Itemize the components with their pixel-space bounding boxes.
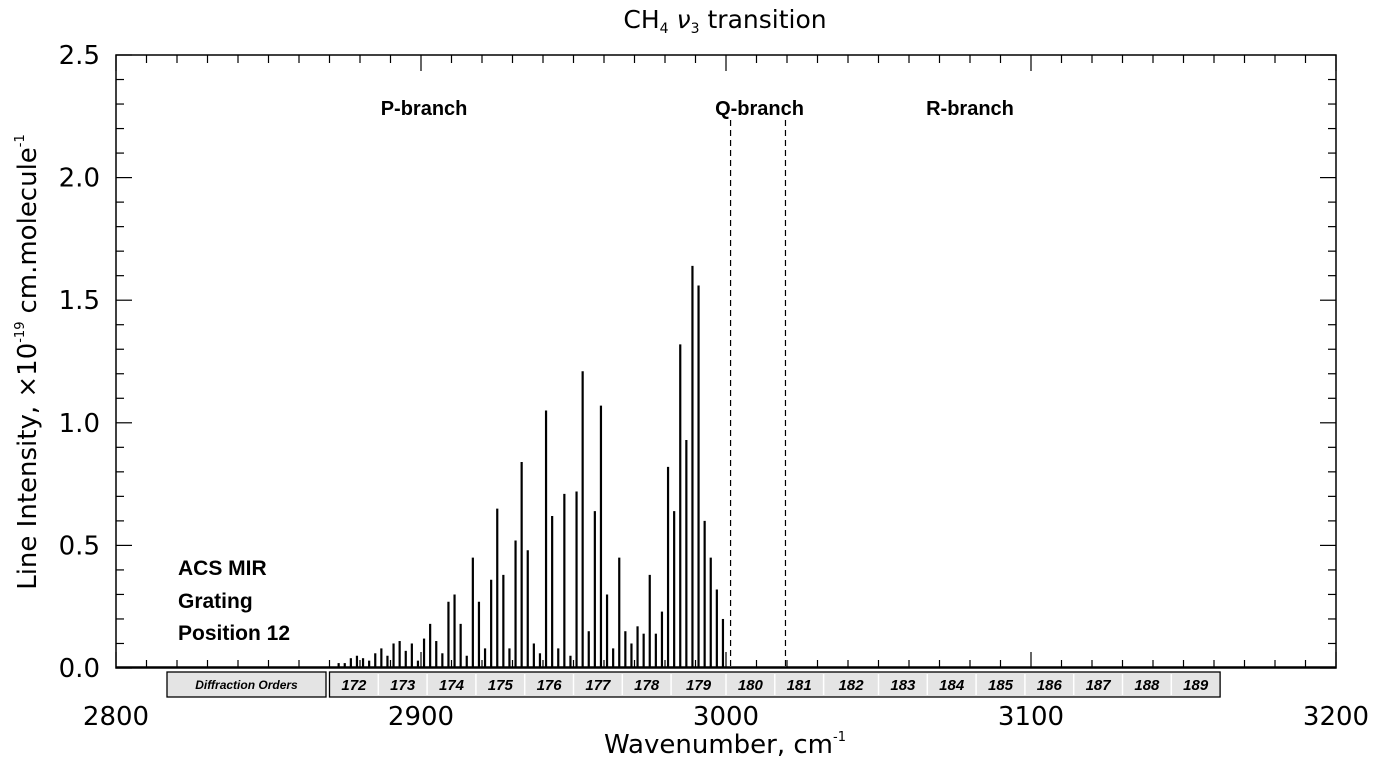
diffraction-order-label: 184 — [939, 677, 965, 694]
title-species: CH — [623, 5, 659, 34]
q-branch-boundaries — [729, 120, 787, 668]
diffraction-orders-strip: Diffraction Orders 172 173 174 175 176 177 178… — [166, 671, 1221, 698]
x-tick-label: 3000 — [693, 702, 759, 732]
x-tick-label: 2800 — [83, 702, 149, 732]
title-nu-subscript: 3 — [691, 21, 700, 37]
annotation-line-1: ACS MIR — [178, 557, 267, 580]
x-tick-label: 3100 — [998, 702, 1064, 732]
x-axis-label-exponent: -1 — [833, 730, 846, 745]
branch-label: R-branch — [926, 98, 1014, 120]
y-tick-label: 1.0 — [59, 409, 100, 439]
x-axis-label-main: Wavenumber, cm — [604, 730, 833, 760]
y-axis-label-main: Line Intensity, ×10 — [13, 343, 43, 590]
diffraction-order-label: 188 — [1134, 677, 1160, 694]
diffraction-order-label: 177 — [585, 677, 611, 694]
plot-frame — [115, 54, 1337, 669]
branch-label: Q-branch — [715, 98, 804, 120]
diffraction-order-label: 176 — [537, 677, 563, 694]
spectral-lines — [116, 265, 1336, 668]
y-tick-label: 1.5 — [59, 286, 100, 316]
title-rest: transition — [707, 5, 826, 34]
diffraction-order-label: 175 — [488, 677, 514, 694]
x-tick-label: 3200 — [1303, 702, 1369, 732]
diffraction-order-label: 182 — [839, 677, 865, 694]
diffraction-orders-label-box — [166, 671, 327, 698]
diffraction-order-label: 174 — [439, 677, 465, 694]
diffraction-order-label: 185 — [988, 677, 1014, 694]
diffraction-orders-label: Diffraction Orders — [195, 678, 298, 692]
y-tick-label: 2.0 — [59, 164, 100, 194]
diffraction-order-label: 189 — [1183, 677, 1209, 694]
branch-labels: P-branch Q-branch R-branch — [381, 98, 1014, 120]
title-nu: ν — [677, 5, 691, 34]
diffraction-order-label: 179 — [686, 677, 712, 694]
diffraction-order-label: 183 — [890, 677, 916, 694]
axis-ticks — [115, 54, 1337, 669]
title-species-subscript: 4 — [660, 21, 669, 37]
annotation-line-2: Grating — [178, 590, 253, 613]
y-axis-label-mid: cm.molecule — [13, 147, 43, 313]
x-tick-label: 2900 — [388, 702, 454, 732]
diffraction-order-label: 181 — [787, 677, 812, 694]
diffraction-order-label: 178 — [634, 677, 660, 694]
branch-label: P-branch — [381, 98, 468, 120]
x-axis-label: Wavenumber, cm-1 — [604, 730, 846, 760]
y-tick-label: 0.5 — [59, 531, 100, 561]
y-axis-label-exponent-1: -19 — [13, 322, 28, 343]
diffraction-order-label: 186 — [1037, 677, 1063, 694]
axis-tick-labels: 2800 2900 3000 3100 3200 0.0 0.5 1.0 1.5 2.0 2.5 — [59, 41, 1369, 732]
y-axis-label-exponent-2: -1 — [13, 134, 28, 147]
diffraction-order-label: 180 — [738, 677, 764, 694]
diffraction-order-label: 172 — [341, 677, 367, 694]
annotation-line-3: Position 12 — [178, 622, 290, 645]
y-axis-label: Line Intensity, ×10-19 cm.molecule-1 — [13, 134, 43, 590]
chart-title: CH4 ν3 transition — [623, 5, 826, 37]
y-tick-label: 2.5 — [59, 41, 100, 71]
diffraction-order-label: 187 — [1086, 677, 1112, 694]
diffraction-order-label: 173 — [390, 677, 416, 694]
y-tick-label: 0.0 — [59, 654, 100, 684]
